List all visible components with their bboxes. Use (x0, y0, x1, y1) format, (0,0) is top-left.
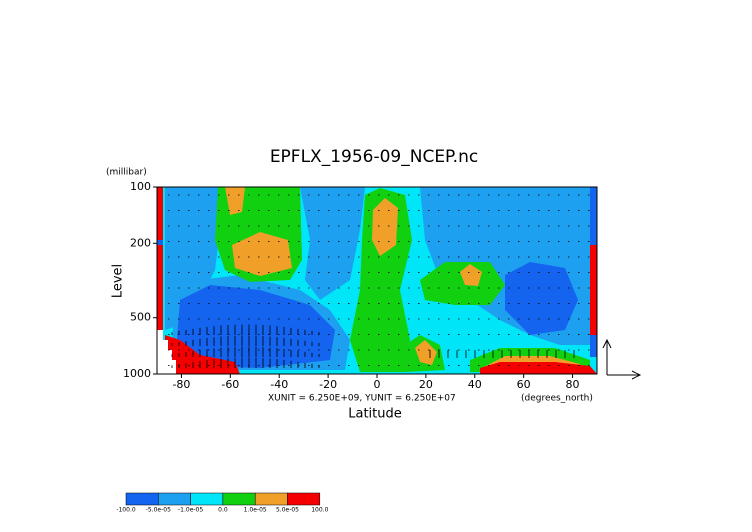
x-tick-label: 80 (566, 378, 580, 391)
colorbar-label: -100.0 (116, 507, 136, 514)
colorbar-box (287, 492, 321, 506)
x-tick-label: 60 (517, 378, 531, 391)
contour-region (157, 187, 163, 374)
colorbar-label: 1.0e-05 (244, 507, 267, 514)
x-tick-label: 20 (419, 378, 433, 391)
contour-region (505, 262, 578, 335)
contour-region (175, 285, 335, 368)
x-tick-label: -20 (319, 378, 337, 391)
colorbar-box (158, 492, 191, 506)
colorbar-box (222, 492, 256, 506)
x-tick-label: 40 (468, 378, 482, 391)
x-tick-label: 0 (374, 378, 381, 391)
x-axis-label: Latitude (348, 407, 402, 422)
below-ground (157, 330, 176, 374)
colorbar-label: -1.0e-05 (178, 507, 203, 514)
contour-field (157, 187, 597, 374)
contour-region (225, 187, 245, 215)
contour-region (590, 245, 597, 335)
vector-field (168, 194, 590, 368)
colorbar-label: 5.0e-05 (276, 507, 299, 514)
y-tick-label: 100 (130, 180, 151, 193)
colorbar-box (125, 492, 159, 506)
reference-vector (602, 338, 642, 380)
y-unit: (millibar) (106, 168, 147, 178)
annotation: XUNIT = 6.250E+09, YUNIT = 6.250E+07 (268, 394, 456, 404)
contour-region (590, 335, 597, 357)
colorbar-label: 0.0 (218, 507, 228, 514)
colorbar-box (254, 492, 288, 506)
contour-region (415, 340, 437, 365)
x-tick-label: -60 (221, 378, 239, 391)
contour-region (165, 187, 225, 330)
chart-title: EPFLX_1956-09_NCEP.nc (270, 147, 478, 167)
colorbar-box (190, 492, 224, 506)
contour-region (300, 187, 365, 300)
y-tick-label: 200 (130, 236, 151, 249)
x-unit: (degrees_north) (521, 394, 593, 404)
contour-region (460, 264, 482, 286)
y-axis-label: Level (111, 264, 126, 298)
contour-region (232, 232, 292, 276)
contour-region (480, 362, 597, 374)
y-tick-label: 1000 (123, 367, 151, 380)
x-tick-label: -40 (270, 378, 288, 391)
contour-region (420, 262, 505, 305)
colorbar-label: -5.0e-05 (146, 507, 171, 514)
contour-region (590, 187, 597, 245)
contour-region (157, 240, 163, 245)
x-tick-label: -80 (172, 378, 190, 391)
colorbar-label: 100.0 (311, 507, 328, 514)
y-tick-label: 500 (130, 311, 151, 324)
